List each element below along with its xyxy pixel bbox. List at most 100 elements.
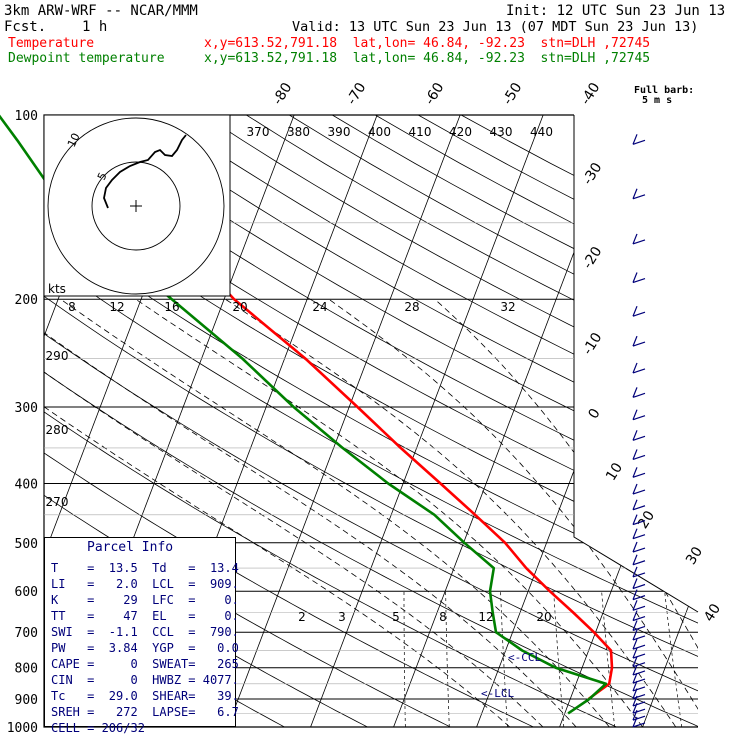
wind-barb-shaft <box>632 560 646 566</box>
isotherm-line <box>476 115 698 727</box>
valid-time: Valid: 13 UTC Sun 23 Jun 13 (07 MDT Sun … <box>292 19 699 35</box>
wind-barb-flag <box>632 387 638 398</box>
wind-barb-flag <box>632 566 638 578</box>
dry-adiabat <box>375 115 698 727</box>
mixing-ratio-label: 12 <box>478 610 493 624</box>
hodograph-ring-label: 10 <box>65 131 83 149</box>
dry-adiabat <box>44 115 698 727</box>
moist-adiabat-label: 12 <box>109 300 124 314</box>
moist-adiabat <box>60 298 610 727</box>
mixing-ratio-line <box>500 591 508 727</box>
dry-adiabat <box>44 115 698 727</box>
wind-barb-flag <box>632 647 638 659</box>
diagram-frame-right <box>573 115 699 613</box>
wind-barb-flag <box>632 554 638 565</box>
theta-label: 410 <box>409 125 432 139</box>
temperature-location: x,y=613.52,791.18 lat,lon= 46.84, -92.23… <box>204 36 651 51</box>
isotherm-line <box>642 115 698 727</box>
mixing-ratio-label: 20 <box>536 610 551 624</box>
wind-barb-shaft <box>632 415 646 421</box>
dry-adiabat <box>332 115 698 727</box>
wind-barb <box>632 709 646 721</box>
moist-adiabat-label: 16 <box>164 300 179 314</box>
wind-barb-shaft <box>632 615 646 622</box>
isotherm-label: -40 <box>578 80 604 108</box>
isotherm-label: 0 <box>585 406 603 422</box>
pressure-tick-label: 300 <box>15 401 38 416</box>
wind-barb-flag <box>632 272 638 283</box>
parcel-info-panel: Parcel Info T = 13.5 Td = 13.4 LI = 2.0 L… <box>44 537 239 735</box>
isotherm-label: -70 <box>344 80 370 108</box>
wind-barb <box>632 620 646 632</box>
isotherm-label: 30 <box>683 544 706 568</box>
mixing-ratio-line <box>553 591 565 727</box>
parcel-info-row: CAPE = 0 SWEAT= 265 <box>51 657 239 671</box>
wind-barb-shaft <box>632 139 646 145</box>
hodograph-ring-5 <box>91 161 181 251</box>
wind-barb-flag <box>632 688 638 699</box>
theta-label: 400 <box>368 125 391 139</box>
dry-adiabat <box>74 115 698 727</box>
pressure-tick-label: 1000 <box>7 721 38 736</box>
wind-barb <box>632 589 646 601</box>
wind-barb <box>632 672 646 684</box>
dry-adiabat <box>44 115 698 727</box>
wind-barb-shaft <box>632 239 646 245</box>
wind-barb-flag <box>632 188 638 199</box>
parcel-info-row: LI = 2.0 LCL = 909. <box>51 577 239 591</box>
wind-barb <box>632 702 646 714</box>
wind-barb <box>632 554 646 566</box>
wind-barb <box>632 541 646 553</box>
wind-barb <box>632 600 646 611</box>
pressure-tick-label: 400 <box>15 477 38 492</box>
pressure-tick-label: 200 <box>15 293 38 308</box>
wind-barb-flag <box>632 430 638 441</box>
wind-barb-flag <box>632 695 638 707</box>
theta-label: 390 <box>328 125 351 139</box>
wind-barbs <box>632 134 646 728</box>
wind-barb-shaft <box>632 701 646 707</box>
wind-barb <box>632 387 646 398</box>
isotherm-label: -80 <box>270 80 296 108</box>
wind-barb-shaft <box>632 311 646 317</box>
isotherm-label: -50 <box>500 80 526 108</box>
theta-label: 440 <box>530 125 553 139</box>
isotherm-label: -20 <box>580 244 606 272</box>
wind-barb <box>632 499 646 511</box>
pressure-tick-label: 100 <box>15 109 38 124</box>
barb-legend-line2: 5 m s <box>642 95 673 106</box>
wind-barb-flag <box>632 362 638 374</box>
wind-barb-flag <box>632 499 638 510</box>
isotherm-label: -60 <box>422 80 448 108</box>
wind-barb-flag <box>632 578 638 589</box>
mixing-ratio-line <box>601 591 616 727</box>
hodograph-ring-label: 5 <box>95 170 110 182</box>
theta-label: 270 <box>46 495 69 509</box>
theta-label: 380 <box>287 125 310 139</box>
wind-barb-shaft <box>632 341 646 347</box>
lcl-marker: <-LCL <box>481 687 514 700</box>
dry-adiabat <box>418 115 698 727</box>
wind-barb-shaft <box>632 505 646 511</box>
dewpoint-legend: Dewpoint temperature <box>8 51 165 66</box>
isotherm-label: 20 <box>635 508 658 532</box>
wind-barb-flag <box>632 483 638 495</box>
dewpoint-location: x,y=613.52,791.18 lat,lon= 46.84, -92.23… <box>204 51 651 66</box>
wind-barb-flag <box>632 702 638 714</box>
isotherm-line <box>227 115 461 727</box>
wind-barb-shaft <box>632 715 646 721</box>
wind-barb-flag <box>632 528 638 539</box>
wind-barb-flag <box>632 134 638 145</box>
wind-barb-shaft <box>632 572 646 578</box>
wind-barb <box>632 449 646 461</box>
wind-barb-shaft <box>632 686 646 692</box>
moist-adiabat <box>434 298 698 727</box>
isotherm-label: 10 <box>603 460 626 484</box>
wind-barb-flag <box>632 305 638 317</box>
parcel-info-row: TT = 47 EL = 0. <box>51 609 239 623</box>
wind-barb-shaft <box>632 435 646 441</box>
moist-adiabat-label: 32 <box>500 300 515 314</box>
mixing-ratio-line <box>403 591 406 727</box>
wind-barb-shaft <box>632 368 646 374</box>
